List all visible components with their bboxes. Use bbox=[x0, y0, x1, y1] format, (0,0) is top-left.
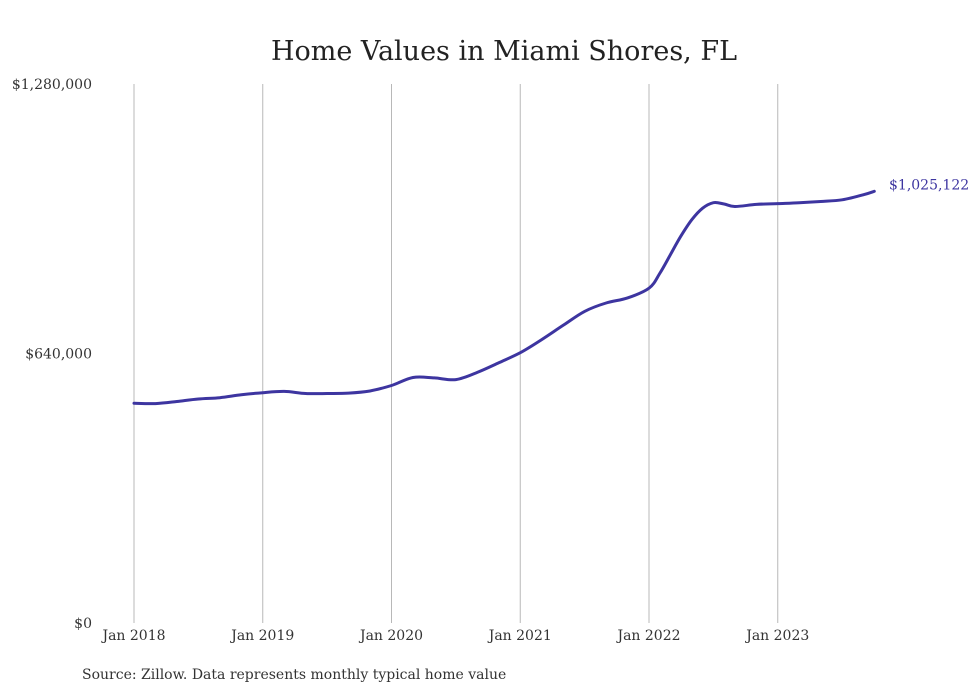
y-tick-label: $640,000 bbox=[25, 347, 92, 363]
chart-title: Home Values in Miami Shores, FL bbox=[271, 36, 737, 67]
home-value-line bbox=[132, 189, 876, 406]
x-tick-label: Jan 2020 bbox=[358, 628, 423, 644]
y-axis-ticks: $0 $640,000 $1,280,000 bbox=[12, 77, 92, 632]
y-tick-label: $1,280,000 bbox=[12, 77, 92, 93]
x-tick-label: Jan 2019 bbox=[229, 628, 294, 644]
line-chart: Home Values in Miami Shores, FL $0 $640,0… bbox=[12, 36, 969, 644]
x-tick-label: Jan 2023 bbox=[744, 628, 809, 644]
source-note: Source: Zillow. Data represents monthly … bbox=[82, 667, 507, 683]
gridlines bbox=[133, 84, 779, 623]
x-axis-ticks: Jan 2018 Jan 2019 Jan 2020 Jan 2021 Jan 2022… bbox=[100, 628, 809, 644]
y-tick-label: $0 bbox=[74, 616, 92, 632]
x-tick-label: Jan 2021 bbox=[487, 628, 552, 644]
x-tick-label: Jan 2018 bbox=[100, 628, 165, 644]
x-tick-label: Jan 2022 bbox=[615, 628, 680, 644]
end-value-label: $1,025,122 bbox=[889, 177, 969, 193]
